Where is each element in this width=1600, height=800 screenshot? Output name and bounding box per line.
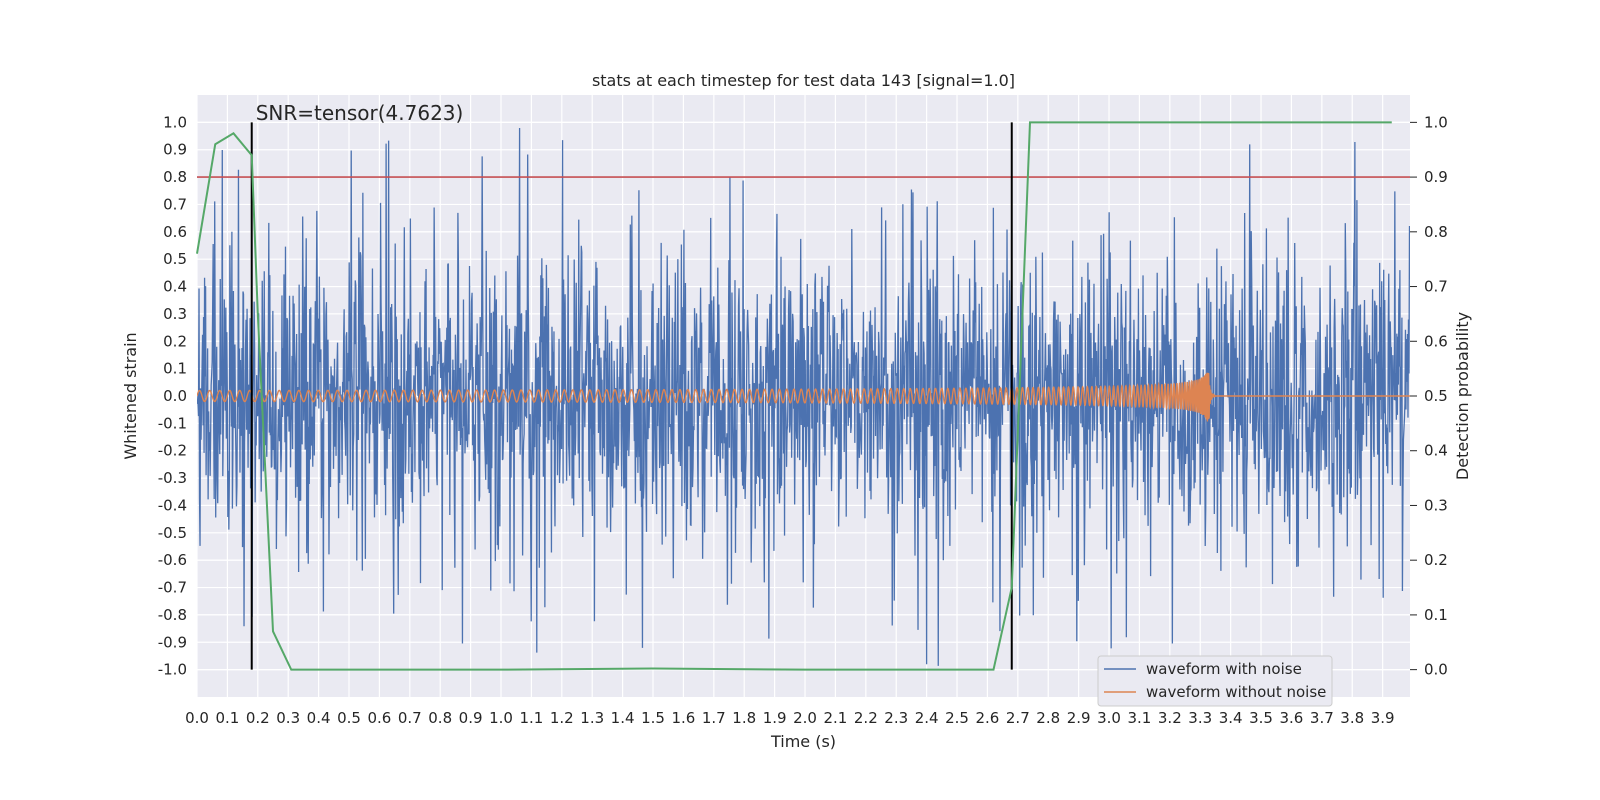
- x-tick-label: 0.8: [428, 709, 452, 727]
- y2-tick-label: 0.6: [1424, 332, 1448, 350]
- x-tick-label: 1.1: [519, 709, 543, 727]
- x-tick-label: 3.7: [1310, 709, 1334, 727]
- x-tick-label: 2.4: [915, 709, 939, 727]
- clean-waveform-line: [197, 372, 1410, 422]
- y2-tick-label: 0.3: [1424, 496, 1448, 514]
- y-tick-label: -0.2: [158, 442, 187, 460]
- x-tick-label: 1.0: [489, 709, 513, 727]
- detection-probability-line: [196, 121, 1392, 671]
- y2-tick-label: 0.5: [1424, 387, 1448, 405]
- snr-annotation: SNR=tensor(4.7623): [256, 101, 464, 125]
- y2-tick-label: 0.7: [1424, 278, 1448, 296]
- y-tick-label: -0.7: [158, 579, 187, 597]
- x-tick-label: 0.6: [367, 709, 391, 727]
- legend: waveform with noise waveform without noi…: [1097, 655, 1333, 707]
- x-axis-label: Time (s): [770, 732, 836, 751]
- y2-tick-label: 0.0: [1424, 661, 1448, 679]
- x-tick-label: 3.2: [1158, 709, 1182, 727]
- x-tick-label: 2.8: [1036, 709, 1060, 727]
- x-tick-label: 2.3: [884, 709, 908, 727]
- x-tick-label: 0.4: [307, 709, 331, 727]
- legend-box: [1097, 655, 1333, 707]
- x-tick-label: 2.0: [793, 709, 817, 727]
- y-tick-label: -0.6: [158, 551, 187, 569]
- x-tick-label: 1.8: [732, 709, 756, 727]
- clean-waveform-series: [197, 372, 1410, 422]
- noisy-waveform-series: [197, 128, 1410, 666]
- y2-tick-label: 1.0: [1424, 113, 1448, 131]
- y2-tick-label: 0.4: [1424, 442, 1448, 460]
- y2-tick-label: 0.1: [1424, 606, 1448, 624]
- y-tick-label: -1.0: [158, 661, 187, 679]
- x-tick-label: 3.6: [1280, 709, 1304, 727]
- x-tick-label: 3.5: [1249, 709, 1273, 727]
- legend-label-noisy: waveform with noise: [1146, 660, 1302, 678]
- x-tick-label: 1.3: [580, 709, 604, 727]
- x-tick-label: 1.9: [763, 709, 787, 727]
- y-tick-label: 0.2: [163, 332, 187, 350]
- y2-tick-label: 0.8: [1424, 223, 1448, 241]
- x-tick-label: 3.8: [1340, 709, 1364, 727]
- chart-title: stats at each timestep for test data 143…: [592, 71, 1015, 90]
- y-tick-label: 0.3: [163, 305, 187, 323]
- y-axis-label: Whitened strain: [121, 332, 140, 459]
- overlay-lines: [196, 121, 1410, 671]
- y2-axis-label: Detection probability: [1453, 312, 1472, 480]
- x-tick-label: 0.2: [246, 709, 270, 727]
- y-tick-label: -0.1: [158, 414, 187, 432]
- y-tick-label: -0.4: [158, 496, 187, 514]
- x-tick-label: 2.2: [854, 709, 878, 727]
- y-tick-label: 1.0: [163, 113, 187, 131]
- x-tick-label: 0.5: [337, 709, 361, 727]
- x-tick-label: 3.1: [1128, 709, 1152, 727]
- noisy-waveform-line: [197, 128, 1410, 666]
- x-tick-label: 2.6: [975, 709, 999, 727]
- x-tick-label: 0.1: [215, 709, 239, 727]
- x-tick-label: 3.9: [1371, 709, 1395, 727]
- y-tick-label: 0.7: [163, 195, 187, 213]
- y-tick-label: -0.8: [158, 606, 187, 624]
- y-tick-label: 0.1: [163, 360, 187, 378]
- x-tick-label: 2.9: [1067, 709, 1091, 727]
- x-tick-label: 0.3: [276, 709, 300, 727]
- x-tick-label: 1.5: [641, 709, 665, 727]
- x-tick-label: 3.0: [1097, 709, 1121, 727]
- x-tick-label: 2.1: [823, 709, 847, 727]
- y-tick-label: 0.8: [163, 168, 187, 186]
- x-tick-label: 0.7: [398, 709, 422, 727]
- legend-label-clean: waveform without noise: [1146, 683, 1326, 701]
- y-tick-label: -0.3: [158, 469, 187, 487]
- x-tick-label: 1.6: [671, 709, 695, 727]
- y-tick-label: -0.5: [158, 524, 187, 542]
- y-tick-label: -0.9: [158, 633, 187, 651]
- y2-tick-label: 0.9: [1424, 168, 1448, 186]
- y-tick-label: 0.5: [163, 250, 187, 268]
- y-tick-label: 0.4: [163, 278, 187, 296]
- x-tick-label: 0.0: [185, 709, 209, 727]
- x-tick-label: 2.7: [1006, 709, 1030, 727]
- y-tick-label: 0.0: [163, 387, 187, 405]
- x-tick-label: 0.9: [459, 709, 483, 727]
- axes-text: 0.0 0.1 0.2 0.3 0.4 0.5 0.6 0.7 0.8 0.9 1.0 1.1 1.2 1…: [158, 113, 1448, 727]
- y-tick-label: 0.6: [163, 223, 187, 241]
- y2-tick-label: 0.2: [1424, 551, 1448, 569]
- x-tick-label: 3.4: [1219, 709, 1243, 727]
- y-tick-label: 0.9: [163, 141, 187, 159]
- x-tick-label: 1.2: [550, 709, 574, 727]
- x-tick-label: 1.7: [702, 709, 726, 727]
- x-tick-label: 2.5: [945, 709, 969, 727]
- x-tick-label: 3.3: [1188, 709, 1212, 727]
- x-tick-label: 1.4: [611, 709, 635, 727]
